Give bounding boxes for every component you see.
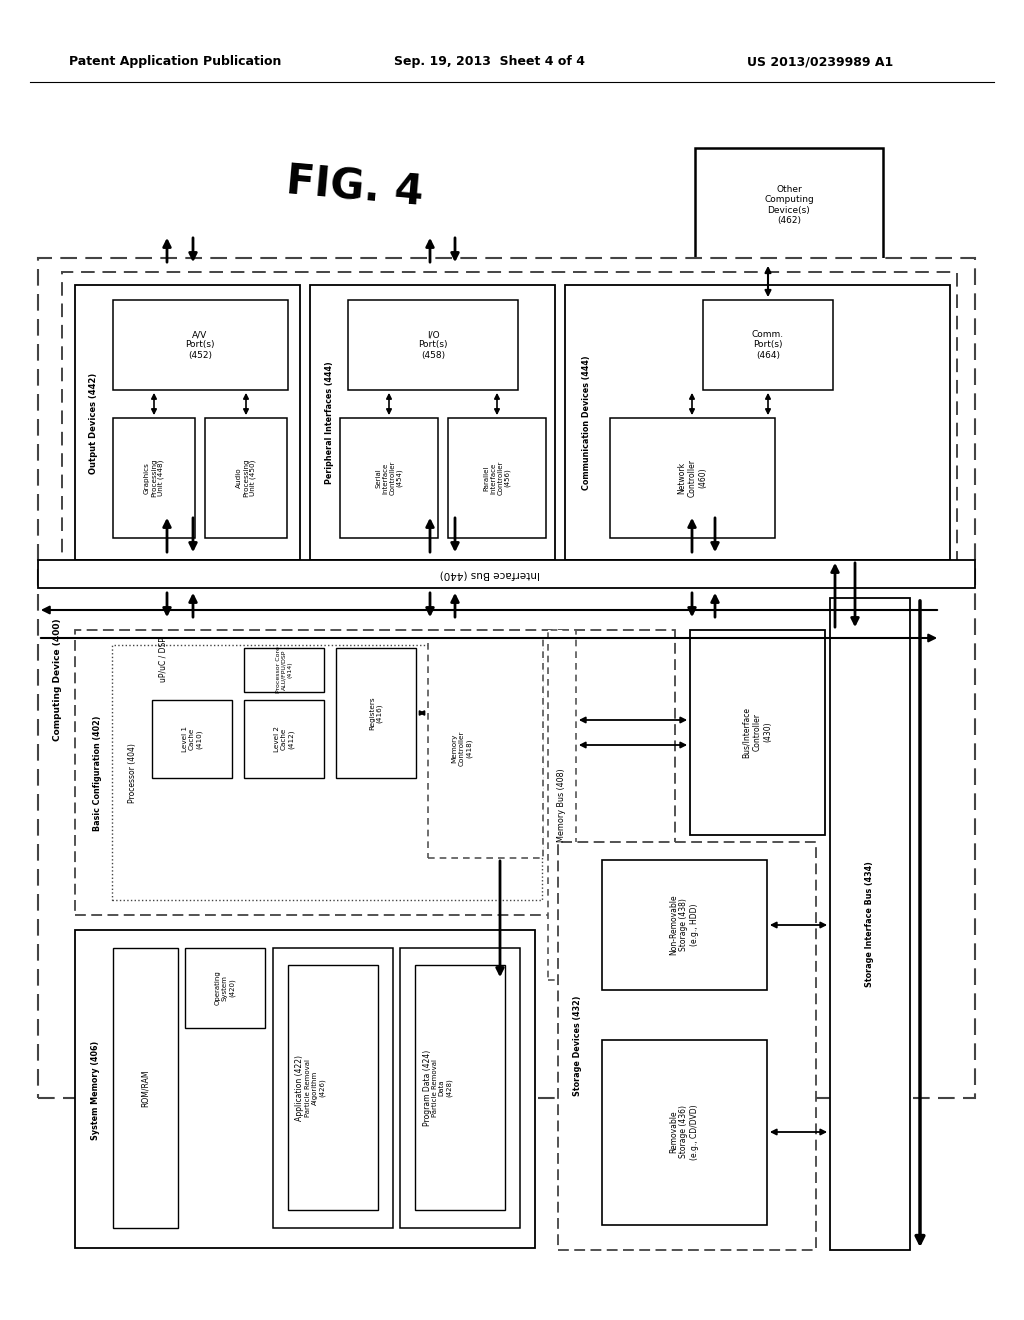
Bar — [288, 965, 378, 1210]
Text: Level 1
Cache
(410): Level 1 Cache (410) — [181, 726, 203, 752]
Text: Interface Bus (440): Interface Bus (440) — [440, 569, 540, 579]
Bar — [75, 931, 535, 1247]
Bar — [75, 285, 300, 560]
Bar — [38, 257, 975, 1098]
Text: Graphics
Processing
Unit (448): Graphics Processing Unit (448) — [143, 458, 164, 498]
Bar — [348, 300, 518, 389]
Text: FIG. 4: FIG. 4 — [285, 161, 425, 215]
Text: Computing Device (400): Computing Device (400) — [53, 619, 62, 742]
Text: Program Data (424): Program Data (424) — [423, 1049, 431, 1126]
Text: Storage Devices (432): Storage Devices (432) — [573, 995, 583, 1096]
Bar — [310, 285, 555, 560]
Text: Processor (404): Processor (404) — [128, 743, 136, 803]
Bar — [273, 948, 393, 1228]
Bar — [112, 645, 542, 900]
Text: uP/uC / DSP: uP/uC / DSP — [159, 638, 168, 682]
Text: ROM/RAM: ROM/RAM — [140, 1069, 150, 1106]
Bar — [152, 700, 232, 777]
Bar — [703, 300, 833, 389]
Bar — [113, 948, 178, 1228]
Text: Communication Devices (444): Communication Devices (444) — [583, 355, 592, 490]
Text: Particle Removal
Data
(428): Particle Removal Data (428) — [432, 1059, 453, 1117]
Bar — [830, 598, 910, 1250]
Text: Other
Computing
Device(s)
(462): Other Computing Device(s) (462) — [764, 185, 814, 226]
Bar — [565, 285, 950, 560]
Bar — [415, 965, 505, 1210]
Text: Sep. 19, 2013  Sheet 4 of 4: Sep. 19, 2013 Sheet 4 of 4 — [394, 55, 586, 69]
Bar — [75, 630, 675, 915]
Text: Comm.
Port(s)
(464): Comm. Port(s) (464) — [752, 330, 784, 360]
Bar — [244, 648, 324, 692]
Bar — [449, 418, 546, 539]
Bar — [558, 842, 816, 1250]
Bar — [548, 630, 575, 979]
Text: Serial
Interface
Controller
(454): Serial Interface Controller (454) — [375, 461, 402, 495]
Bar — [185, 948, 265, 1028]
Bar — [113, 418, 195, 539]
Bar — [38, 560, 975, 587]
Text: Network
Controller
(460): Network Controller (460) — [677, 459, 707, 498]
Bar — [400, 948, 520, 1228]
Bar — [602, 1040, 767, 1225]
Text: Memory
Controller
(418): Memory Controller (418) — [452, 730, 472, 766]
Text: Parallel
Interface
Controller
(456): Parallel Interface Controller (456) — [483, 461, 511, 495]
Bar — [690, 630, 825, 836]
Text: Non-Removable
Storage (438)
(e.g., HDD): Non-Removable Storage (438) (e.g., HDD) — [669, 895, 699, 956]
Bar — [428, 638, 543, 858]
Text: I/O
Port(s)
(458): I/O Port(s) (458) — [418, 330, 447, 360]
Text: Output Devices (442): Output Devices (442) — [88, 372, 97, 474]
Text: Processor Core
ALU/FPU/DSP
(414): Processor Core ALU/FPU/DSP (414) — [275, 647, 292, 693]
Text: Bus/Interface
Controller
(430): Bus/Interface Controller (430) — [742, 706, 772, 758]
Text: Memory Bus (408): Memory Bus (408) — [557, 768, 566, 842]
Bar — [113, 300, 288, 389]
Bar — [205, 418, 287, 539]
Text: Operating
System
(420): Operating System (420) — [215, 970, 236, 1006]
Bar — [244, 700, 324, 777]
Text: Patent Application Publication: Patent Application Publication — [69, 55, 282, 69]
Text: Registers
(416): Registers (416) — [370, 696, 383, 730]
Bar — [336, 648, 416, 777]
Bar — [610, 418, 775, 539]
Text: Storage Interface Bus (434): Storage Interface Bus (434) — [865, 861, 874, 987]
Text: Application (422): Application (422) — [296, 1055, 304, 1121]
Text: Particle Removal
Algorithm
(426): Particle Removal Algorithm (426) — [305, 1059, 326, 1117]
Text: Level 2
Cache
(412): Level 2 Cache (412) — [273, 726, 294, 752]
Bar — [62, 272, 957, 568]
Text: Removable
Storage (436)
(e.g., CD/DVD): Removable Storage (436) (e.g., CD/DVD) — [669, 1105, 699, 1160]
Text: US 2013/0239989 A1: US 2013/0239989 A1 — [746, 55, 893, 69]
Bar — [602, 861, 767, 990]
Bar — [695, 148, 883, 263]
Bar — [340, 418, 438, 539]
Text: Peripheral Interfaces (444): Peripheral Interfaces (444) — [326, 362, 335, 484]
Text: A/V
Port(s)
(452): A/V Port(s) (452) — [185, 330, 215, 360]
Text: Basic Configuration (402): Basic Configuration (402) — [92, 715, 101, 830]
Text: System Memory (406): System Memory (406) — [91, 1040, 100, 1139]
Text: Audio
Processing
Unit (450): Audio Processing Unit (450) — [236, 458, 256, 498]
